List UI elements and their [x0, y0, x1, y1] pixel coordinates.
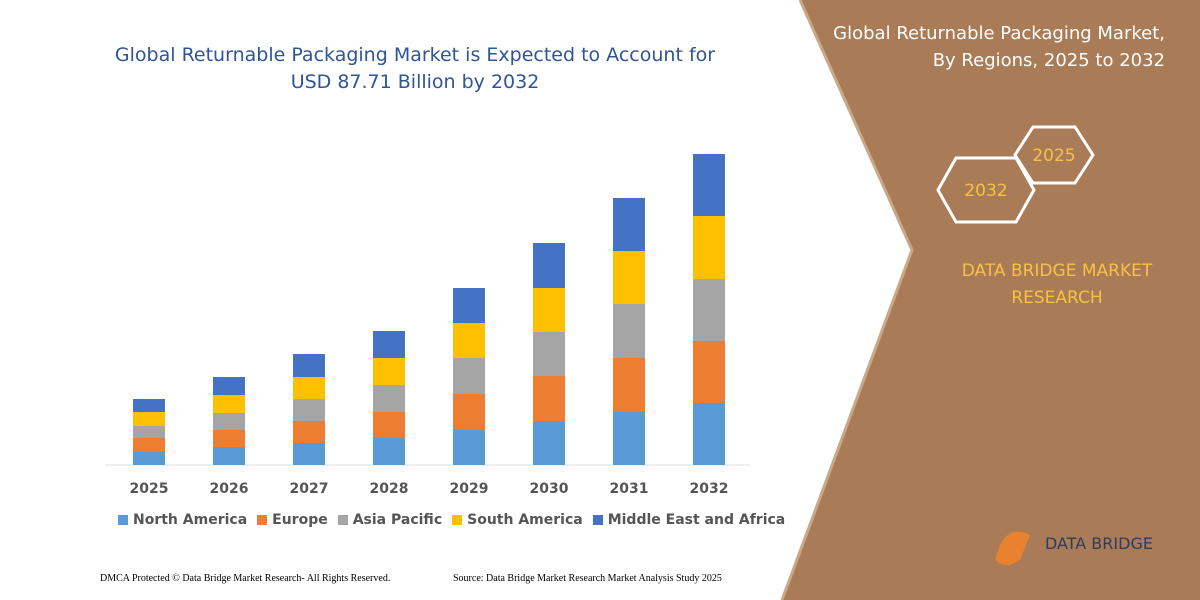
bar-segment: [453, 323, 485, 358]
logo-icon: [995, 531, 1030, 565]
hexagon-label: 2025: [1032, 146, 1075, 166]
bar-segment: [133, 438, 165, 452]
x-tick-label: 2030: [530, 481, 569, 497]
legend-label: Europe: [272, 512, 328, 528]
bar-segment: [373, 331, 405, 358]
legend-label: North America: [133, 512, 248, 528]
bar-segment: [213, 430, 245, 447]
legend-item: Europe: [257, 512, 328, 528]
legend-swatch: [592, 515, 603, 525]
bar-segment: [613, 412, 645, 465]
legend-swatch: [337, 515, 348, 525]
bar-segment: [693, 154, 725, 216]
legend-item: Middle East and Africa: [592, 512, 786, 528]
bar-segment: [293, 354, 325, 377]
legend-label: South America: [467, 512, 583, 528]
x-tick-label: 2031: [610, 481, 649, 497]
bar-segment: [613, 358, 645, 412]
bar-segment: [693, 279, 725, 341]
x-tick-label: 2026: [210, 481, 249, 497]
bar-segment: [613, 198, 645, 251]
bar-segment: [533, 332, 565, 376]
bar-segment: [133, 452, 165, 465]
bar-segment: [293, 443, 325, 465]
x-tick-label: 2032: [690, 481, 729, 497]
bar-segment: [453, 394, 485, 430]
legend-item: North America: [118, 512, 247, 528]
bar-segment: [693, 216, 725, 279]
bar-segment: [213, 447, 245, 465]
x-tick-label: 2029: [450, 481, 489, 497]
bar-segment: [373, 385, 405, 412]
bar-segment: [373, 438, 405, 465]
bar-segment: [693, 341, 725, 403]
bar-segment: [373, 412, 405, 438]
bar-segment: [533, 243, 565, 288]
footer-left: DMCA Protected © Data Bridge Market Rese…: [100, 573, 391, 584]
legend-label: Asia Pacific: [352, 512, 443, 528]
bar-segment: [613, 304, 645, 358]
bar-segment: [293, 377, 325, 399]
panel-edge: [780, 0, 914, 600]
bar-segment: [293, 399, 325, 421]
bar-segment: [453, 288, 485, 323]
bar-segment: [533, 376, 565, 421]
legend-swatch: [118, 515, 128, 525]
panel-title: Global Returnable Packaging Market, By R…: [833, 23, 1165, 71]
bar-segment: [453, 358, 485, 394]
bar-segment: [133, 426, 165, 438]
bar-segment: [533, 421, 565, 465]
legend: North America Europe Asia Pacific South Ame…: [118, 512, 785, 528]
x-tick-label: 2028: [370, 481, 409, 497]
bar-segment: [213, 395, 245, 413]
bar-segment: [133, 412, 165, 426]
hexagon-label: 2032: [964, 181, 1007, 201]
brand: DATA BRIDGE MARKET RESEARCH: [961, 261, 1153, 308]
bar-segment: [373, 358, 405, 385]
logo: DATA BRIDGE: [1045, 534, 1153, 553]
bar-segment: [533, 288, 565, 332]
bar-segment: [213, 413, 245, 430]
legend-label: Middle East and Africa: [607, 512, 786, 528]
bar-segment: [133, 399, 165, 412]
bar-segment: [693, 403, 725, 465]
legend-swatch: [452, 515, 463, 525]
footer-right: Source: Data Bridge Market Research Mark…: [453, 573, 722, 584]
legend-item: South America: [452, 512, 583, 528]
bar-segment: [453, 430, 485, 465]
bar-segment: [213, 377, 245, 395]
legend-item: Asia Pacific: [337, 512, 443, 528]
x-tick-label: 2027: [290, 481, 329, 497]
x-tick-label: 2025: [130, 481, 169, 497]
hexagon: [1013, 125, 1095, 185]
bar-segment: [613, 251, 645, 304]
chart-title: Global Returnable Packaging Market is Ex…: [114, 44, 716, 93]
bar-segment: [293, 421, 325, 443]
side-panel: [782, 0, 1200, 600]
legend-swatch: [257, 515, 268, 525]
